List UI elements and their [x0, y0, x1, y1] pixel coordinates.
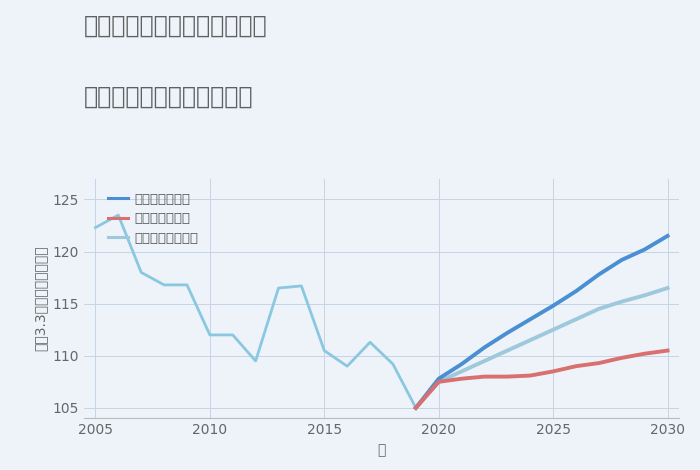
Text: 兵庫県川辺郡猪名川町槻並の: 兵庫県川辺郡猪名川町槻並の — [84, 14, 267, 38]
Text: 中古マンションの価格推移: 中古マンションの価格推移 — [84, 85, 253, 109]
Y-axis label: 坪（3.3㎡）単価（万円）: 坪（3.3㎡）単価（万円） — [33, 246, 47, 351]
X-axis label: 年: 年 — [377, 443, 386, 457]
Legend: グッドシナリオ, バッドシナリオ, ノーマルシナリオ: グッドシナリオ, バッドシナリオ, ノーマルシナリオ — [102, 188, 204, 251]
